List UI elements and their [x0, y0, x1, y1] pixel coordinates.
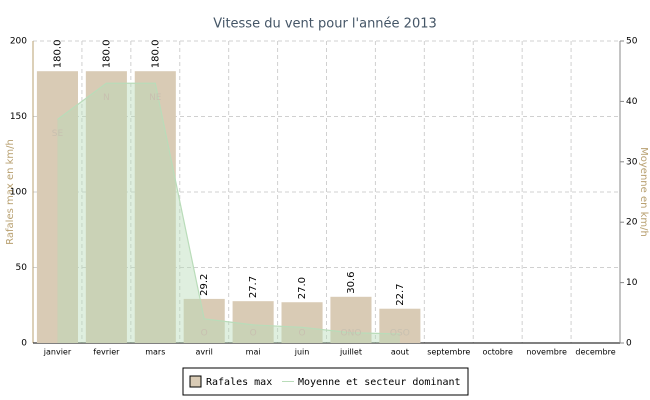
y-tick-label: 50	[16, 263, 28, 273]
y2-tick-label: 50	[626, 37, 638, 47]
x-tick-label: juin	[294, 348, 310, 357]
x-tick-label: mars	[145, 348, 165, 357]
point-label: O	[298, 329, 305, 339]
x-tick-label: juillet	[339, 348, 362, 357]
x-tick-label: mai	[246, 348, 261, 357]
point-label: SE	[52, 129, 64, 139]
value-label: 27.0	[297, 277, 308, 299]
bar	[134, 71, 176, 343]
x-tick-label: avril	[196, 348, 213, 357]
point-label: OSO	[390, 329, 410, 339]
y-axis-title: Rafales max en km/h	[5, 139, 16, 245]
value-label: 30.6	[346, 272, 357, 294]
y-tick-label: 200	[10, 37, 27, 47]
x-tick-label: decembre	[575, 348, 615, 357]
point-label: N	[103, 93, 110, 103]
bar	[330, 296, 372, 343]
y-tick-label: 150	[10, 112, 27, 122]
value-label: 29.2	[199, 274, 210, 296]
y2-tick-label: 40	[626, 97, 638, 107]
point-label: O	[201, 328, 208, 338]
y2-tick-label: 30	[626, 157, 638, 167]
point-label: NE	[149, 93, 162, 103]
y2-tick-label: 10	[626, 278, 638, 288]
y2-tick-label: 0	[626, 339, 632, 349]
value-label: 180.0	[150, 40, 161, 69]
value-label: 27.7	[248, 276, 259, 298]
legend-label: Rafales max	[206, 377, 272, 388]
bar	[85, 71, 127, 343]
value-label: 22.7	[395, 283, 406, 305]
y2-tick-label: 20	[626, 218, 638, 228]
bar	[379, 308, 421, 343]
x-tick-label: octobre	[482, 348, 513, 357]
y-tick-label: 100	[10, 188, 27, 198]
line	[57, 82, 400, 335]
bar	[36, 71, 79, 343]
bar	[232, 301, 274, 343]
legend-swatch	[189, 375, 202, 388]
y2-axis-title: Moyenne en km/h	[638, 147, 649, 237]
point-label: O	[250, 329, 257, 339]
legend-box	[182, 367, 469, 396]
area	[57, 83, 400, 343]
x-tick-label: septembre	[427, 348, 470, 357]
x-tick-label: novembre	[526, 348, 567, 357]
x-tick-label: aout	[391, 348, 409, 357]
value-label: 180.0	[52, 40, 63, 69]
x-tick-label: fevrier	[93, 348, 120, 357]
bar	[281, 302, 323, 343]
point-label: ONO	[341, 329, 362, 339]
x-tick-label: janvier	[43, 348, 72, 357]
legend-label: Moyenne et secteur dominant	[298, 377, 461, 388]
y-tick-label: 0	[21, 339, 27, 349]
value-label: 180.0	[101, 40, 112, 69]
chart-title: Vitesse du vent pour l'année 2013	[213, 17, 437, 32]
